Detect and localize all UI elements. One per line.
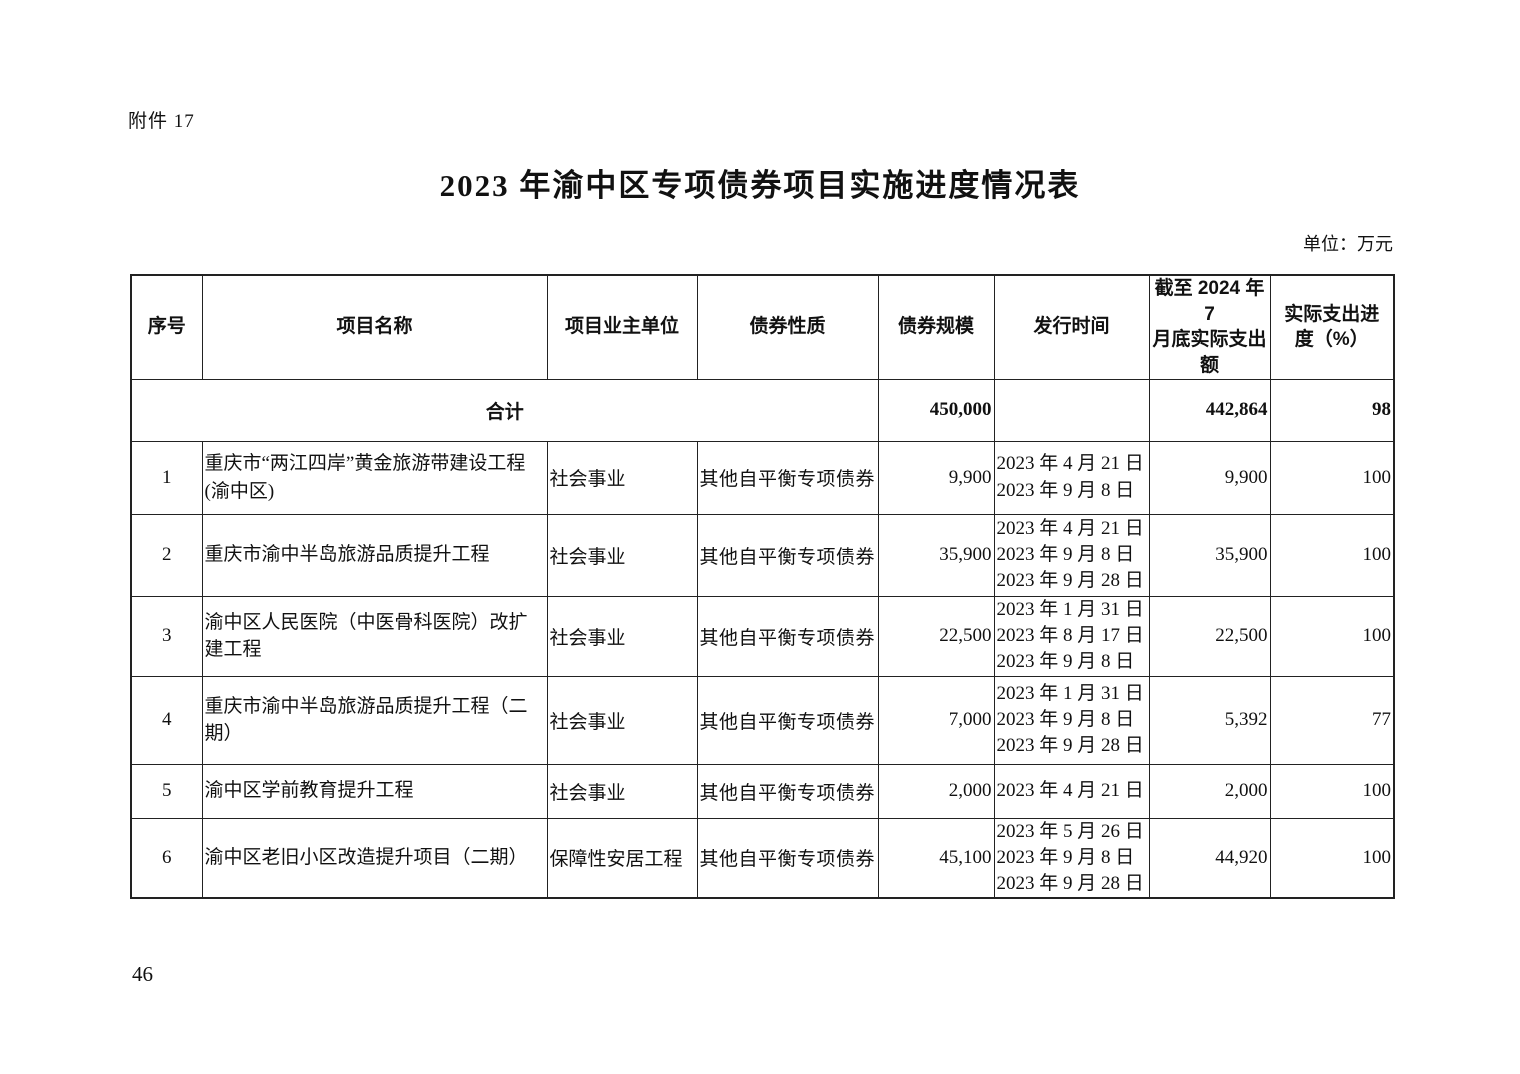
table-row: 2 重庆市渝中半岛旅游品质提升工程 社会事业 其他自平衡专项债券 35,900 … [130, 513, 1395, 597]
cell-bond-nature: 其他自平衡专项债券 [696, 763, 879, 819]
cell-bond-scale: 22,500 [877, 595, 995, 677]
cell-serial: 2 [130, 513, 203, 597]
cell-issue-time: 2023 年 1 月 31 日 2023 年 8 月 17 日 2023 年 9… [993, 595, 1150, 677]
cell-bond-scale: 7,000 [877, 675, 995, 765]
cell-owner-unit: 社会事业 [546, 595, 698, 677]
cell-progress: 100 [1269, 817, 1395, 899]
cell-project-name: 渝中区学前教育提升工程 [201, 763, 548, 819]
col-header-serial: 序号 [130, 274, 203, 380]
attachment-label: 附件 17 [128, 111, 195, 132]
table-header-row: 序号 项目名称 项目业主单位 债券性质 债券规模 发行时间 截至 2024 年 … [130, 274, 1395, 380]
cell-owner-unit: 社会事业 [546, 440, 698, 515]
progress-table: 序号 项目名称 项目业主单位 债券性质 债券规模 发行时间 截至 2024 年 … [130, 274, 1395, 900]
table-row: 3 渝中区人民医院（中医骨科医院）改扩建工程 社会事业 其他自平衡专项债券 22… [130, 595, 1395, 677]
col-header-progress: 实际支出进 度（%） [1269, 274, 1395, 380]
cell-project-name: 重庆市渝中半岛旅游品质提升工程（二期） [201, 675, 548, 765]
cell-project-name: 渝中区人民医院（中医骨科医院）改扩建工程 [201, 595, 548, 677]
table-total-row: 合计 450,000 442,864 98 [130, 378, 1395, 442]
col-header-bond-scale: 债券规模 [877, 274, 995, 380]
cell-actual-spent: 44,920 [1148, 817, 1271, 899]
cell-project-name: 渝中区老旧小区改造提升项目（二期） [201, 817, 548, 899]
cell-serial: 1 [130, 440, 203, 515]
unit-label: 单位：万元 [1303, 234, 1393, 254]
page-number: 46 [132, 962, 153, 986]
cell-actual-spent: 2,000 [1148, 763, 1271, 819]
cell-bond-scale: 9,900 [877, 440, 995, 515]
cell-bond-nature: 其他自平衡专项债券 [696, 817, 879, 899]
cell-serial: 5 [130, 763, 203, 819]
cell-issue-time: 2023 年 4 月 21 日 [993, 763, 1150, 819]
col-header-bond-nature: 债券性质 [696, 274, 879, 380]
cell-owner-unit: 社会事业 [546, 763, 698, 819]
cell-bond-nature: 其他自平衡专项债券 [696, 440, 879, 515]
cell-owner-unit: 社会事业 [546, 675, 698, 765]
table-row: 5 渝中区学前教育提升工程 社会事业 其他自平衡专项债券 2,000 2023 … [130, 763, 1395, 819]
cell-bond-nature: 其他自平衡专项债券 [696, 675, 879, 765]
col-header-actual-spent: 截至 2024 年 7 月底实际支出额 [1148, 274, 1271, 380]
cell-serial: 6 [130, 817, 203, 899]
cell-actual-spent: 9,900 [1148, 440, 1271, 515]
cell-actual-spent: 35,900 [1148, 513, 1271, 597]
total-progress: 98 [1269, 378, 1395, 442]
cell-progress: 100 [1269, 513, 1395, 597]
col-header-issue-time: 发行时间 [993, 274, 1150, 380]
cell-bond-scale: 35,900 [877, 513, 995, 597]
cell-owner-unit: 社会事业 [546, 513, 698, 597]
total-label: 合计 [130, 378, 879, 442]
cell-issue-time: 2023 年 4 月 21 日 2023 年 9 月 8 日 2023 年 9 … [993, 513, 1150, 597]
cell-project-name: 重庆市渝中半岛旅游品质提升工程 [201, 513, 548, 597]
cell-progress: 100 [1269, 440, 1395, 515]
cell-actual-spent: 5,392 [1148, 675, 1271, 765]
cell-serial: 4 [130, 675, 203, 765]
table-row: 1 重庆市“两江四岸”黄金旅游带建设工程(渝中区) 社会事业 其他自平衡专项债券… [130, 440, 1395, 515]
cell-bond-nature: 其他自平衡专项债券 [696, 513, 879, 597]
table-row: 4 重庆市渝中半岛旅游品质提升工程（二期） 社会事业 其他自平衡专项债券 7,0… [130, 675, 1395, 765]
table-row: 6 渝中区老旧小区改造提升项目（二期） 保障性安居工程 其他自平衡专项债券 45… [130, 817, 1395, 899]
cell-bond-scale: 2,000 [877, 763, 995, 819]
cell-issue-time: 2023 年 5 月 26 日 2023 年 9 月 8 日 2023 年 9 … [993, 817, 1150, 899]
col-header-owner-unit: 项目业主单位 [546, 274, 698, 380]
cell-bond-nature: 其他自平衡专项债券 [696, 595, 879, 677]
total-actual-spent: 442,864 [1148, 378, 1271, 442]
total-issue-time [993, 378, 1150, 442]
cell-actual-spent: 22,500 [1148, 595, 1271, 677]
total-bond-scale: 450,000 [877, 378, 995, 442]
cell-progress: 100 [1269, 595, 1395, 677]
cell-bond-scale: 45,100 [877, 817, 995, 899]
cell-issue-time: 2023 年 4 月 21 日 2023 年 9 月 8 日 [993, 440, 1150, 515]
cell-owner-unit: 保障性安居工程 [546, 817, 698, 899]
cell-progress: 100 [1269, 763, 1395, 819]
cell-project-name: 重庆市“两江四岸”黄金旅游带建设工程(渝中区) [201, 440, 548, 515]
col-header-project-name: 项目名称 [201, 274, 548, 380]
cell-serial: 3 [130, 595, 203, 677]
cell-progress: 77 [1269, 675, 1395, 765]
cell-issue-time: 2023 年 1 月 31 日 2023 年 9 月 8 日 2023 年 9 … [993, 675, 1150, 765]
page-title: 2023 年渝中区专项债券项目实施进度情况表 [439, 168, 1081, 203]
